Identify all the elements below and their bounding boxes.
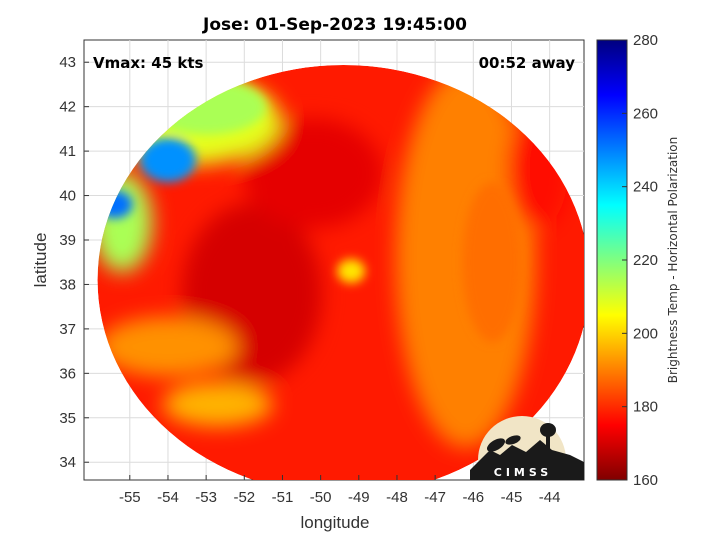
chart-title: Jose: 01-Sep-2023 19:45:00 <box>202 15 467 35</box>
y-tick-label: 40 <box>59 188 76 205</box>
x-axis-label: longitude <box>300 513 369 532</box>
x-tick-label: -50 <box>310 489 332 506</box>
cimss-logo: CIMSS <box>470 416 584 480</box>
x-tick-label: -53 <box>195 489 217 506</box>
feature-cold-east-band <box>462 182 523 343</box>
x-tick-label: -55 <box>119 489 141 506</box>
y-tick-label: 36 <box>59 365 76 382</box>
colorbar-tick-label: 160 <box>633 472 658 489</box>
colorbar-tick-label: 240 <box>633 179 658 196</box>
colorbar-tick-label: 180 <box>633 399 658 416</box>
y-tick-label: 37 <box>59 321 76 338</box>
x-tick-label: -49 <box>348 489 370 506</box>
feature-warm-northwest <box>139 138 196 182</box>
x-tick-label: -52 <box>233 489 255 506</box>
y-tick-label: 41 <box>59 143 76 160</box>
x-tick-label: -54 <box>157 489 179 506</box>
x-tick-label: -51 <box>272 489 294 506</box>
x-tick-label: -44 <box>539 489 561 506</box>
y-tick-label: 38 <box>59 276 76 293</box>
swath <box>97 65 584 480</box>
cimss-logo-text: CIMSS <box>494 466 552 479</box>
y-tick-label: 39 <box>59 232 76 249</box>
colorbar-tick-label: 200 <box>633 325 658 342</box>
x-tick-label: -48 <box>386 489 408 506</box>
feature-eye <box>337 259 366 284</box>
colorbar-tick-label: 280 <box>633 32 658 49</box>
colorbar-tick-label: 260 <box>633 105 658 122</box>
y-axis-label: latitude <box>31 233 50 288</box>
y-tick-label: 43 <box>59 54 76 71</box>
vmax-annotation: Vmax: 45 kts <box>93 54 203 72</box>
x-tick-label: -47 <box>424 489 446 506</box>
colorbar-label: Brightness Temp - Horizontal Polarizatio… <box>666 137 680 384</box>
y-tick-label: 42 <box>59 99 76 116</box>
colorbar-ticks: 160 180 200 220 240 260 280 <box>622 32 658 489</box>
x-tick-label: -45 <box>501 489 523 506</box>
axis-ticks: -55 -54 -53 -52 -51 -50 -49 -48 -47 -46 -45 -44 34 35… <box>59 54 560 506</box>
x-tick-label: -46 <box>462 489 484 506</box>
y-tick-label: 34 <box>59 454 76 471</box>
y-tick-label: 35 <box>59 410 76 427</box>
time-away-annotation: 00:52 away <box>479 54 576 72</box>
colorbar-tick-label: 220 <box>633 252 658 269</box>
